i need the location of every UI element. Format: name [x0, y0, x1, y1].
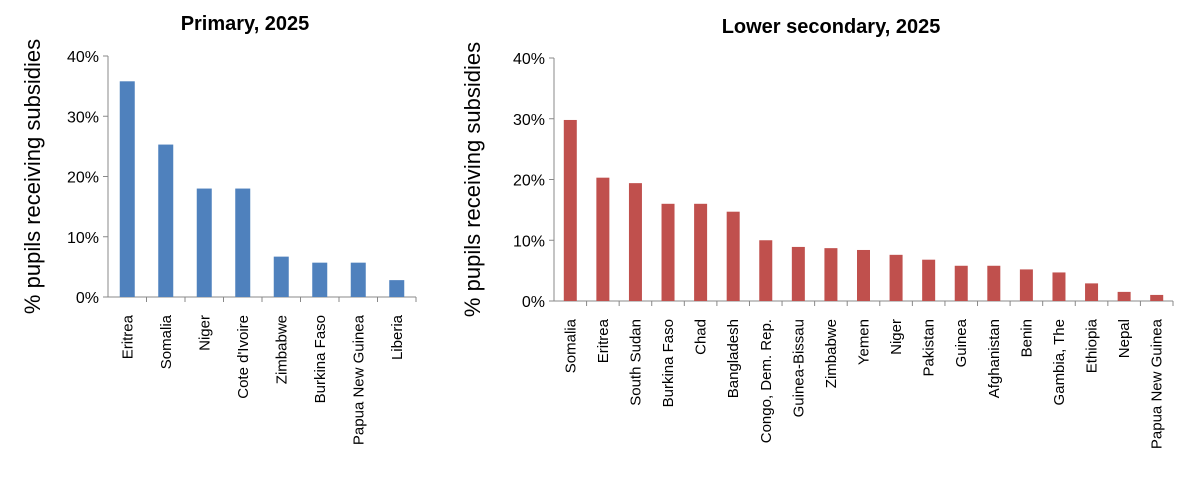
lower-secondary-bar: [1085, 283, 1099, 301]
lower-secondary-category-label: Papua New Guinea: [1149, 318, 1166, 449]
lower-secondary-category-label: Congo, Dem. Rep.: [758, 319, 775, 443]
primary-y-tick-label: 20%: [67, 170, 99, 187]
lower-secondary-chart: Lower secondary, 2025 % pupils receiving …: [450, 0, 1178, 485]
lower-secondary-bar: [1150, 294, 1164, 301]
lower-secondary-chart-svg: Lower secondary, 2025 % pupils receiving …: [460, 16, 1174, 449]
lower-secondary-category-label: Eritrea: [595, 318, 612, 363]
primary-title: Primary, 2025: [181, 13, 310, 35]
primary-category-label: Papua New Guinea: [350, 314, 367, 445]
lower-secondary-bar: [791, 246, 805, 301]
primary-bar: [235, 188, 251, 297]
lower-secondary-y-tick-label: 0%: [522, 294, 545, 311]
lower-secondary-category-label: Burkina Faso: [660, 319, 677, 407]
lower-secondary-bar: [726, 211, 740, 301]
lower-secondary-bar: [1019, 269, 1033, 301]
primary-category-label: Liberia: [389, 314, 406, 360]
lower-secondary-category-label: Guinea: [953, 318, 970, 367]
lower-secondary-bar: [889, 254, 903, 301]
lower-secondary-bar: [661, 203, 675, 301]
lower-secondary-y-tick-label: 40%: [513, 51, 545, 68]
lower-secondary-category-label: Guinea-Bissau: [790, 319, 807, 417]
primary-chart-svg: Primary, 2025 % pupils receiving subsidie…: [20, 13, 417, 445]
lower-secondary-bar: [954, 265, 968, 301]
lower-secondary-category-label: Chad: [693, 319, 710, 355]
lower-secondary-bar: [987, 265, 1001, 301]
lower-secondary-y-axis-label: % pupils receiving subsidies: [460, 42, 485, 317]
primary-bar: [312, 262, 328, 297]
primary-category-label: Zimbabwe: [273, 315, 290, 384]
lower-secondary-bar: [759, 240, 773, 301]
primary-y-tick-label: 40%: [67, 49, 99, 66]
primary-bar: [196, 188, 212, 297]
primary-category-label: Niger: [196, 315, 213, 351]
primary-bar: [350, 262, 366, 297]
primary-category-label: Somalia: [158, 314, 175, 369]
lower-secondary-y-tick-label: 10%: [513, 233, 545, 250]
lower-secondary-category-label: Pakistan: [921, 319, 938, 377]
lower-secondary-category-label: Somalia: [562, 318, 579, 373]
primary-chart: Primary, 2025 % pupils receiving subsidie…: [0, 0, 440, 485]
lower-secondary-category-label: Zimbabwe: [823, 319, 840, 388]
primary-category-label: Cote d'Ivoire: [235, 315, 252, 399]
primary-category-label: Eritrea: [119, 314, 136, 359]
lower-secondary-bar: [596, 177, 610, 301]
primary-category-label: Burkina Faso: [312, 315, 329, 403]
lower-secondary-category-label: Bangladesh: [725, 319, 742, 398]
lower-secondary-category-label: South Sudan: [627, 319, 644, 406]
lower-secondary-category-label: Niger: [888, 319, 905, 355]
primary-bar: [158, 144, 174, 297]
primary-bar: [273, 256, 289, 297]
lower-secondary-bar: [628, 183, 642, 301]
lower-secondary-y-tick-label: 20%: [513, 173, 545, 190]
primary-bar: [119, 81, 135, 298]
lower-secondary-bar: [922, 259, 936, 301]
primary-bar: [389, 280, 405, 297]
lower-secondary-bar: [1117, 291, 1131, 301]
lower-secondary-category-label: Afghanistan: [986, 319, 1003, 398]
lower-secondary-title: Lower secondary, 2025: [722, 16, 941, 38]
lower-secondary-bar: [857, 249, 870, 301]
lower-secondary-category-label: Ethiopia: [1084, 318, 1101, 373]
lower-secondary-y-tick-label: 30%: [513, 112, 545, 129]
lower-secondary-bar: [694, 203, 708, 301]
primary-y-tick-label: 10%: [67, 230, 99, 247]
lower-secondary-category-label: Benin: [1018, 319, 1035, 357]
primary-y-tick-label: 30%: [67, 109, 99, 126]
lower-secondary-category-label: Yemen: [856, 319, 873, 365]
primary-y-tick-label: 0%: [76, 290, 99, 307]
lower-secondary-bar: [824, 248, 838, 301]
lower-secondary-category-label: Gambia, The: [1051, 319, 1068, 405]
lower-secondary-bar: [563, 119, 577, 301]
lower-secondary-bar: [1052, 272, 1066, 301]
primary-y-axis-label: % pupils receiving subsidies: [20, 39, 45, 314]
lower-secondary-category-label: Nepal: [1116, 319, 1133, 358]
